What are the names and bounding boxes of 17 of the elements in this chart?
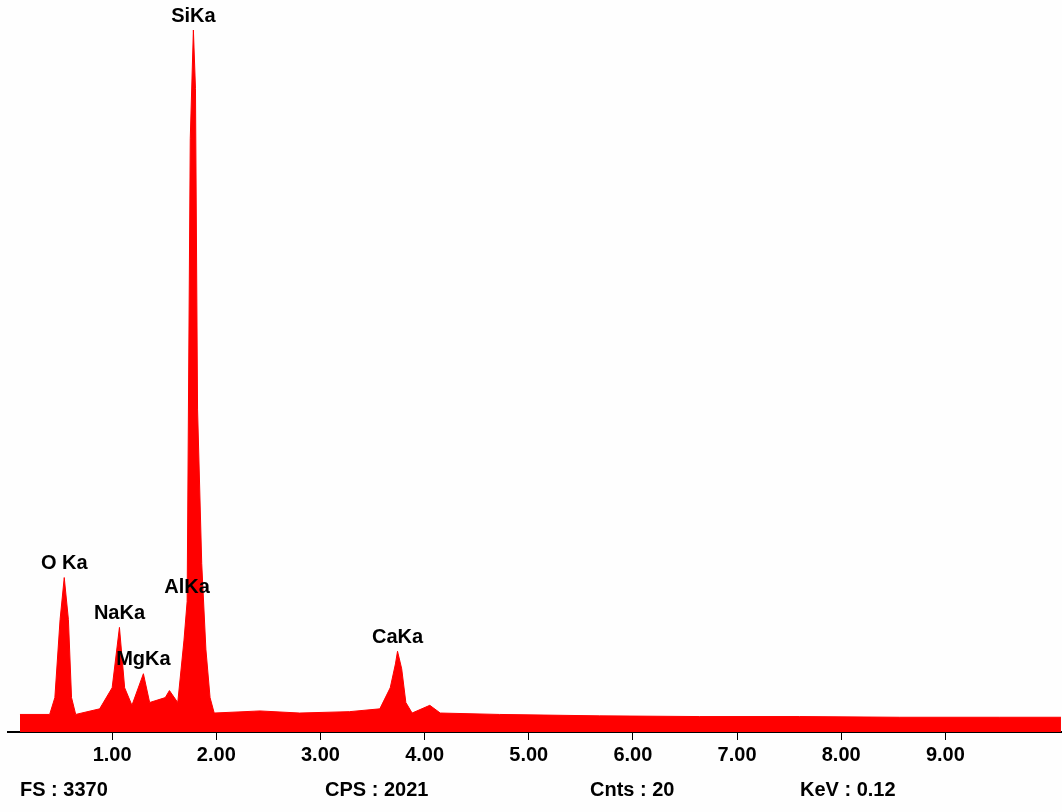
text: KeV : 0.12: [800, 778, 896, 801]
x-tick-label: 3.00: [300, 742, 340, 765]
x-tick-label: 5.00: [509, 742, 549, 765]
text: Cnts : 20: [590, 778, 675, 801]
x-tick-label: 8.00: [821, 742, 861, 765]
text: CPS : 2021: [325, 778, 429, 801]
annotation: O Ka: [40, 551, 89, 574]
x-tick-label: 7.00: [717, 742, 757, 765]
x-tick-label: 1.00: [92, 742, 132, 765]
annotation: CaKa: [371, 624, 424, 647]
text: FS : 3370: [20, 778, 108, 801]
x-tick-label: 6.00: [613, 742, 653, 765]
x-tick-label: 2.00: [196, 742, 236, 765]
x-tick-label: 4.00: [405, 742, 445, 765]
annotation: SiKa: [171, 3, 217, 26]
x-tick-label: 9.00: [925, 742, 965, 765]
annotation: NaKa: [93, 600, 146, 623]
